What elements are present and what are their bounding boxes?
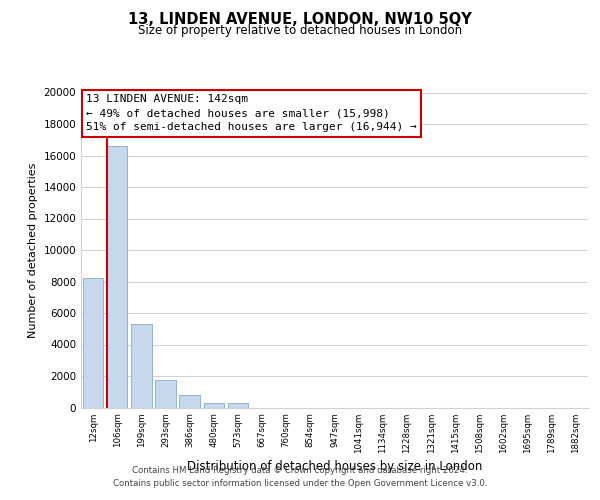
Bar bbox=[131, 324, 152, 407]
Bar bbox=[203, 403, 224, 407]
Text: 13, LINDEN AVENUE, LONDON, NW10 5QY: 13, LINDEN AVENUE, LONDON, NW10 5QY bbox=[128, 12, 472, 28]
Bar bbox=[155, 380, 176, 407]
X-axis label: Distribution of detached houses by size in London: Distribution of detached houses by size … bbox=[187, 460, 482, 472]
Bar bbox=[107, 146, 127, 407]
Bar bbox=[83, 278, 103, 407]
Y-axis label: Number of detached properties: Number of detached properties bbox=[28, 162, 38, 338]
Bar bbox=[227, 403, 248, 407]
Bar bbox=[179, 395, 200, 407]
Text: Contains HM Land Registry data © Crown copyright and database right 2024.: Contains HM Land Registry data © Crown c… bbox=[132, 466, 468, 475]
Text: 13 LINDEN AVENUE: 142sqm
← 49% of detached houses are smaller (15,998)
51% of se: 13 LINDEN AVENUE: 142sqm ← 49% of detach… bbox=[86, 94, 417, 132]
Text: Contains public sector information licensed under the Open Government Licence v3: Contains public sector information licen… bbox=[113, 478, 487, 488]
Text: Size of property relative to detached houses in London: Size of property relative to detached ho… bbox=[138, 24, 462, 37]
